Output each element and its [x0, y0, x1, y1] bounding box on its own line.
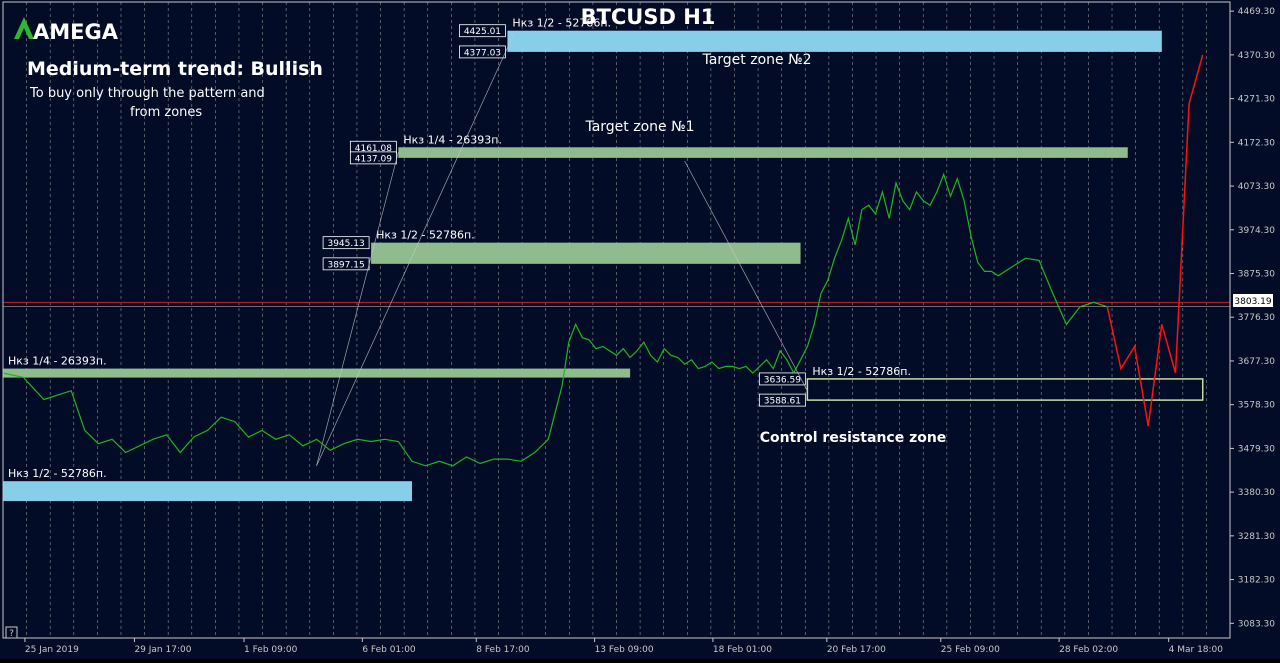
- x-tick-label: 4 Mar 18:00: [1169, 645, 1224, 655]
- amega-logo: AMEGA: [14, 17, 119, 44]
- zone-label: Нкз 1/2 - 52786п.: [8, 467, 107, 480]
- zone-rect: [398, 147, 1128, 158]
- x-tick-label: 25 Feb 09:00: [941, 645, 1000, 655]
- control-zone-label: Control resistance zone: [760, 430, 947, 446]
- y-tick-label: 3578.30: [1238, 401, 1275, 411]
- trend-text: Medium-term trend: Bullish: [27, 58, 323, 80]
- x-tick-label: 8 Feb 17:00: [476, 645, 530, 655]
- zone-rect: [3, 368, 631, 378]
- current-price-bg: [1233, 294, 1273, 307]
- projection-lines: [316, 32, 808, 466]
- projection-line: [316, 152, 399, 466]
- zone-price-label: 3636.59: [764, 375, 801, 385]
- price-line: [2, 172, 1108, 467]
- zone-price-box: [758, 372, 806, 386]
- zone-price-label: 4161.08: [355, 144, 392, 154]
- x-tick-label: 25 Jan 2019: [25, 645, 79, 655]
- chart-title: BTCUSD H1: [581, 5, 716, 29]
- x-tick-label: 13 Feb 09:00: [595, 645, 654, 655]
- zone-price-box: [349, 151, 397, 165]
- x-tick-label: 29 Jan 17:00: [134, 645, 191, 655]
- y-tick-label: 4073.30: [1238, 182, 1275, 192]
- logo-mark-icon: [14, 17, 34, 39]
- target-zone-2-label: Target zone №2: [701, 52, 811, 68]
- zone-label: Нкз 1/2 - 52786п.: [376, 229, 475, 242]
- zone-price-box: [758, 393, 806, 407]
- zone-price-label: 3945.13: [327, 239, 364, 249]
- zone-price-box: [459, 24, 506, 38]
- y-tick-label: 4370.30: [1238, 51, 1275, 61]
- x-tick-label: 6 Feb 01:00: [362, 645, 416, 655]
- x-tick-label: 18 Feb 01:00: [713, 645, 772, 655]
- zone-label: Нкз 1/4 - 26393п.: [8, 355, 107, 368]
- current-price-label: 3803.19: [1234, 297, 1271, 307]
- projection-line: [684, 160, 808, 391]
- zone-price-label: 4377.03: [464, 48, 501, 58]
- x-tick-label: 20 Feb 17:00: [827, 645, 886, 655]
- y-tick-label: 3083.30: [1238, 619, 1275, 629]
- series-layer: [2, 54, 1204, 467]
- note-line-1: To buy only through the pattern and: [29, 86, 265, 101]
- zone-rect: [507, 30, 1162, 52]
- x-tick-label: 28 Feb 02:00: [1059, 645, 1118, 655]
- zone-rect: [371, 242, 801, 264]
- y-tick-label: 3182.30: [1238, 576, 1275, 586]
- corner-glyph: ?: [9, 629, 14, 639]
- current-price-box: 3803.19: [1233, 294, 1273, 307]
- target-zone-1-label: Target zone №1: [584, 119, 694, 135]
- y-tick-label: 3776.30: [1238, 313, 1275, 323]
- zone-label: Нкз 1/2 - 52786п.: [512, 17, 611, 30]
- y-tick-label: 3281.30: [1238, 532, 1275, 542]
- plot-frame: [2, 1, 1231, 639]
- y-tick-label: 3974.30: [1238, 226, 1275, 236]
- zone-label: Нкз 1/2 - 52786п.: [812, 365, 911, 378]
- y-tick-label: 3875.30: [1238, 269, 1275, 279]
- zone-price-label: 4425.01: [464, 27, 501, 37]
- zones-layer: Нкз 1/2 - 52786п. 4425.01 4377.03 Нкз 1/4 -…: [3, 17, 1204, 502]
- y-tick-label: 4469.30: [1238, 7, 1275, 17]
- projection-line: [316, 32, 515, 466]
- note-line-2: from zones: [130, 105, 202, 120]
- x-tick-label: 1 Feb 09:00: [244, 645, 298, 655]
- zone-rect: [3, 481, 412, 502]
- corner-box: [5, 626, 18, 639]
- y-tick-label: 4172.30: [1238, 138, 1275, 148]
- logo-text: AMEGA: [33, 20, 119, 44]
- forecast-line: [1106, 54, 1204, 427]
- scroll-corner-icon[interactable]: ?: [5, 626, 18, 639]
- y-tick-label: 3479.30: [1238, 444, 1275, 454]
- zone-price-label: 4137.09: [355, 154, 392, 164]
- y-tick-label: 4271.30: [1238, 95, 1275, 105]
- zone-outline-rect: [806, 378, 1204, 401]
- grid: [3, 2, 1230, 638]
- zone-price-label: 3588.61: [764, 397, 801, 407]
- zone-price-box: [322, 236, 370, 250]
- y-tick-label: 3677.30: [1238, 357, 1275, 367]
- zone-label: Нкз 1/4 - 26393п.: [403, 133, 502, 146]
- y-tick-label: 3380.30: [1238, 488, 1275, 498]
- zone-price-label: 3897.15: [327, 260, 364, 270]
